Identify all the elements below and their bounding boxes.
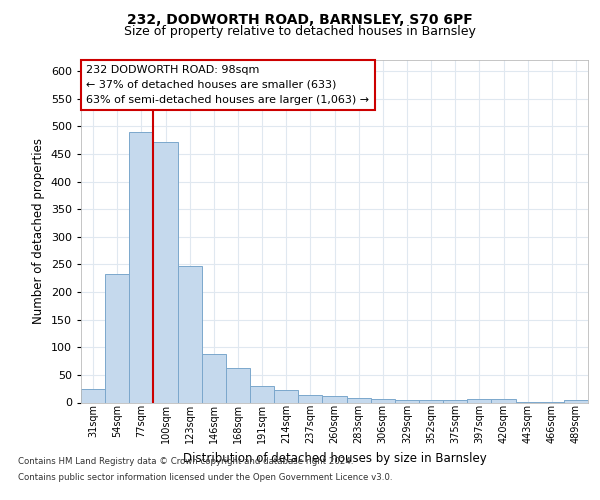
Bar <box>274 390 298 402</box>
Bar <box>371 399 395 402</box>
Bar <box>129 132 154 402</box>
Bar <box>467 399 491 402</box>
Text: 232 DODWORTH ROAD: 98sqm
← 37% of detached houses are smaller (633)
63% of semi-: 232 DODWORTH ROAD: 98sqm ← 37% of detach… <box>86 65 369 104</box>
X-axis label: Distribution of detached houses by size in Barnsley: Distribution of detached houses by size … <box>182 452 487 464</box>
Bar <box>322 396 347 402</box>
Text: Contains HM Land Registry data © Crown copyright and database right 2024.: Contains HM Land Registry data © Crown c… <box>18 458 353 466</box>
Bar <box>105 274 129 402</box>
Bar <box>298 396 322 402</box>
Text: Contains public sector information licensed under the Open Government Licence v3: Contains public sector information licen… <box>18 472 392 482</box>
Y-axis label: Number of detached properties: Number of detached properties <box>32 138 45 324</box>
Bar <box>226 368 250 402</box>
Bar <box>564 400 588 402</box>
Text: 232, DODWORTH ROAD, BARNSLEY, S70 6PF: 232, DODWORTH ROAD, BARNSLEY, S70 6PF <box>127 12 473 26</box>
Bar <box>419 400 443 402</box>
Bar <box>178 266 202 402</box>
Bar <box>154 142 178 403</box>
Bar <box>491 399 515 402</box>
Bar <box>443 400 467 402</box>
Bar <box>81 388 105 402</box>
Bar <box>202 354 226 403</box>
Text: Size of property relative to detached houses in Barnsley: Size of property relative to detached ho… <box>124 25 476 38</box>
Bar <box>347 398 371 402</box>
Bar <box>250 386 274 402</box>
Bar <box>395 400 419 402</box>
